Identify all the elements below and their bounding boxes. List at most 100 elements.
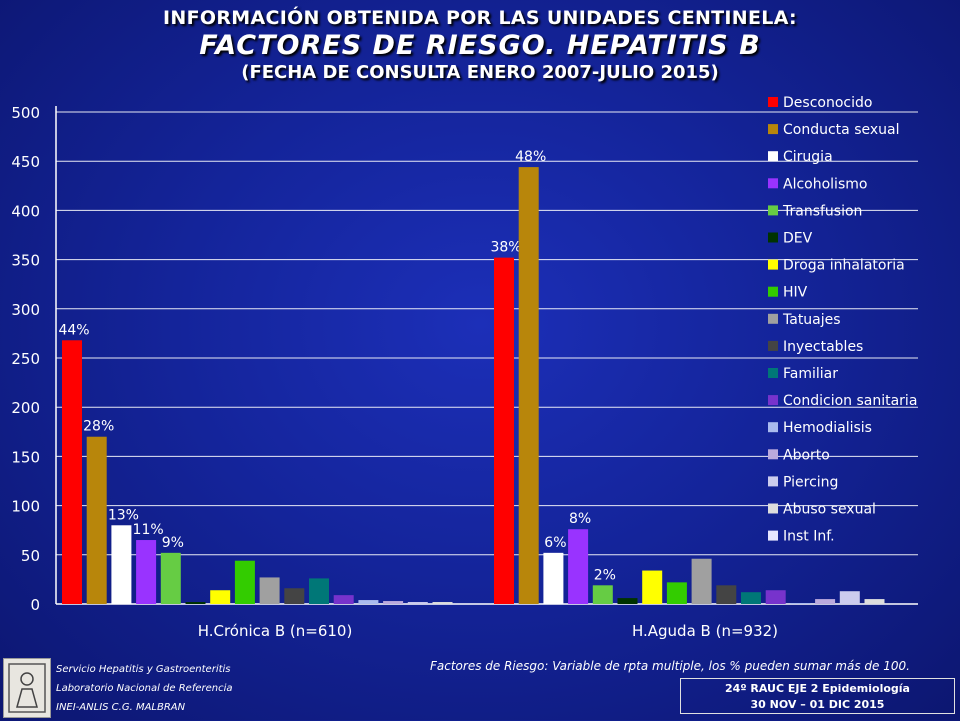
legend-swatch <box>768 124 778 135</box>
legend-label: Inyectables <box>783 339 863 355</box>
bar <box>617 598 638 604</box>
bar <box>185 602 206 604</box>
legend-swatch <box>768 259 778 270</box>
data-label: 9% <box>162 535 184 551</box>
bar <box>518 167 539 604</box>
legend-label: Droga inhalatoria <box>783 258 905 274</box>
y-tick-label: 500 <box>11 104 40 122</box>
bar <box>407 602 428 604</box>
legend-swatch <box>768 449 778 460</box>
legend-swatch <box>768 422 778 433</box>
bar <box>259 577 280 604</box>
bar <box>765 590 786 604</box>
legend-swatch <box>768 368 778 378</box>
bar <box>864 599 885 604</box>
x-category-label: H.Crónica B (n=610) <box>198 622 353 640</box>
bar <box>839 591 860 604</box>
footer-line-2: Laboratorio Nacional de Referencia <box>56 683 233 694</box>
bar <box>432 602 453 604</box>
title-line-1: INFORMACIÓN OBTENIDA POR LAS UNIDADES CE… <box>163 7 797 29</box>
data-label: 48% <box>515 149 546 165</box>
legend-swatch <box>768 286 778 297</box>
conference-box: 24º RAUC EJE 2 Epidemiología 30 NOV – 01… <box>680 678 955 714</box>
legend-label: Inst Inf. <box>783 529 835 545</box>
bar <box>691 558 712 604</box>
logo-emblem-icon <box>8 663 46 713</box>
legend-label: Aborto <box>783 447 830 463</box>
legend-label: Cirugia <box>783 149 833 165</box>
legend-swatch <box>768 151 778 162</box>
chart-title: FACTORES DE RIESGO. HEPATITIS B <box>199 30 761 61</box>
legend-swatch <box>768 395 778 406</box>
bar <box>62 340 82 604</box>
x-category-label: H.Aguda B (n=932) <box>632 622 778 640</box>
data-label: 8% <box>569 511 591 527</box>
title-block: INFORMACIÓN OBTENIDA POR LAS UNIDADES CE… <box>0 6 960 84</box>
bar <box>210 590 231 604</box>
bar <box>160 552 181 604</box>
bar <box>234 560 255 604</box>
bar-chart: 0 50 100 150 200 250 300 350 400 450 500 44% 38% 28% 4… <box>11 95 917 640</box>
y-tick-label: 0 <box>30 596 40 614</box>
legend-swatch <box>768 313 778 324</box>
bar <box>790 603 811 604</box>
legend-label: DEV <box>783 231 813 247</box>
bar <box>543 552 564 604</box>
bar <box>136 540 157 604</box>
y-tick-label: 300 <box>11 301 40 319</box>
data-label: 11% <box>133 522 164 538</box>
legend-label: Conducta sexual <box>783 122 899 138</box>
y-tick-label: 200 <box>11 399 40 417</box>
data-label: 6% <box>544 535 566 551</box>
legend-swatch <box>768 232 778 243</box>
data-label: 2% <box>594 567 616 583</box>
bar <box>111 525 132 604</box>
bar <box>666 582 687 604</box>
data-label: 13% <box>108 507 139 523</box>
legend-label: Piercing <box>783 474 838 490</box>
legend-label: Alcoholismo <box>783 176 867 192</box>
bar <box>592 585 613 604</box>
data-label: 38% <box>490 240 521 256</box>
data-label: 44% <box>58 322 89 338</box>
bar <box>642 570 663 604</box>
legend-label: Familiar <box>783 366 838 382</box>
legend-label: Condicion sanitaria <box>783 393 917 409</box>
legend-label: Hemodialisis <box>783 420 872 436</box>
footer-institution: Servicio Hepatitis y Gastroenteritis Lab… <box>56 660 233 717</box>
legend-label: Desconocido <box>783 95 872 111</box>
bar <box>86 436 107 604</box>
legend-swatch <box>768 178 778 189</box>
bar <box>716 585 737 604</box>
conference-line-1: 24º RAUC EJE 2 Epidemiología <box>725 682 910 695</box>
bar <box>358 600 379 604</box>
data-label: 28% <box>83 419 114 435</box>
conference-line-2: 30 NOV – 01 DIC 2015 <box>750 698 885 711</box>
y-tick-label: 50 <box>21 547 40 565</box>
legend-label: Abuso sexual <box>783 502 876 518</box>
y-tick-label: 250 <box>11 350 40 368</box>
bar <box>284 588 305 604</box>
legend-swatch <box>768 205 778 216</box>
y-tick-label: 350 <box>11 252 40 270</box>
footer-line-3: INEI-ANLIS C.G. MALBRAN <box>56 702 186 713</box>
legend-swatch <box>768 97 778 107</box>
legend-label: HIV <box>783 285 808 301</box>
y-tick-label: 450 <box>11 153 40 171</box>
y-tick-label: 150 <box>11 448 40 466</box>
footnote: Factores de Riesgo: Variable de rpta mul… <box>430 659 910 673</box>
legend-label: Transfusion <box>782 203 862 219</box>
title-date-range: (FECHA DE CONSULTA ENERO 2007-JULIO 2015… <box>241 62 719 83</box>
bar <box>494 257 514 604</box>
legend-swatch <box>768 340 778 351</box>
footer-line-1: Servicio Hepatitis y Gastroenteritis <box>56 664 231 675</box>
bar <box>741 592 761 604</box>
institution-logo <box>3 658 51 718</box>
y-tick-label: 100 <box>11 498 40 516</box>
bar <box>568 529 589 604</box>
bar <box>333 595 354 604</box>
legend-label: Tatuajes <box>782 312 841 328</box>
bar <box>383 601 404 604</box>
legend-swatch <box>768 476 778 487</box>
bar <box>815 599 836 604</box>
